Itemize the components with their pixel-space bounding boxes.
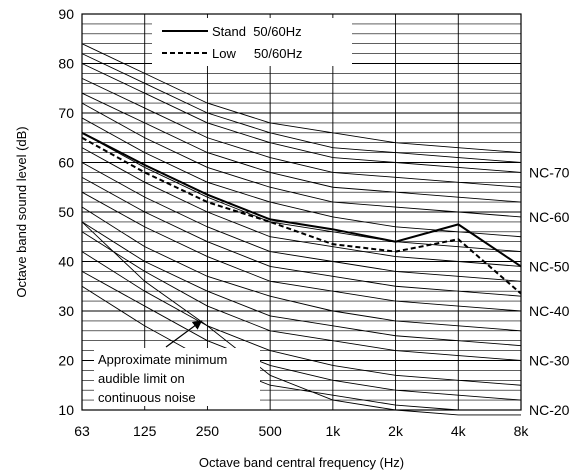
- nc-label: NC-20: [529, 402, 570, 418]
- x-tick-label: 500: [258, 423, 282, 439]
- legend-label-stand: Stand 50/60Hz: [212, 24, 302, 39]
- x-tick-label: 1k: [325, 423, 341, 439]
- nc-curve: [81, 53, 522, 163]
- nc-labels: NC-70 NC-60 NC-50 NC-40 NC-30 NC-20: [529, 164, 570, 418]
- y-tick-label: 10: [58, 402, 74, 418]
- y-tick-label: 20: [58, 353, 74, 369]
- y-tick-label: 80: [58, 56, 74, 72]
- nc-label: NC-70: [529, 164, 570, 180]
- nc-curve: [81, 231, 522, 361]
- nc-curve: [81, 162, 522, 282]
- annotation-line-1: Approximate minimum: [98, 352, 227, 367]
- y-tick-label: 70: [58, 105, 74, 121]
- x-tick-labels: 63 125 250 500 1k 2k 4k 8k: [74, 423, 529, 439]
- y-tick-label: 60: [58, 155, 74, 171]
- nc-label: NC-60: [529, 209, 570, 225]
- nc-curve: [81, 63, 522, 173]
- y-tick-labels: 10 20 30 40 50 60 70 80 90: [58, 6, 74, 418]
- y-tick-label: 30: [58, 303, 74, 319]
- annotation: Approximate minimum audible limit on con…: [94, 320, 260, 406]
- series-line-stand: [81, 131, 522, 268]
- nc-label: NC-50: [529, 258, 570, 274]
- x-tick-label: 125: [133, 423, 157, 439]
- x-tick-label: 8k: [514, 423, 530, 439]
- x-tick-label: 250: [196, 423, 220, 439]
- nc-curve: [81, 285, 521, 411]
- audible-limit-line: [81, 221, 521, 416]
- legend-background: [152, 18, 352, 66]
- nc-label: NC-30: [529, 353, 570, 369]
- nc-curve: [81, 147, 522, 267]
- series-layer: [81, 131, 522, 295]
- annotation-background: [94, 348, 260, 406]
- x-tick-label: 63: [74, 423, 90, 439]
- nc-curve: [81, 102, 522, 218]
- y-tick-label: 40: [58, 254, 74, 270]
- nc-curves: [81, 43, 522, 411]
- nc-curve: [81, 176, 522, 297]
- nc-curve: [81, 117, 522, 238]
- x-axis-title: Octave band central frequency (Hz): [199, 455, 404, 470]
- nc-curve: [81, 221, 522, 347]
- nc-curve: [81, 92, 522, 203]
- y-axis-title: Octave band sound level (dB): [14, 126, 29, 297]
- legend: Stand 50/60Hz Low 50/60Hz: [152, 18, 352, 66]
- nc-curve: [81, 132, 522, 253]
- x-tick-label: 2k: [388, 423, 404, 439]
- nc-curve: [81, 206, 522, 332]
- annotation-arrow: [165, 320, 203, 348]
- annotation-line-2: audible limit on: [98, 371, 185, 386]
- annotation-line-3: continuous noise: [98, 390, 196, 405]
- nc-curve: [81, 77, 522, 188]
- plot-frame: [81, 13, 522, 411]
- nc-label: NC-40: [529, 303, 570, 319]
- audible-limit-curve: [81, 221, 521, 416]
- nc-curve: [81, 251, 522, 386]
- legend-label-low: Low 50/60Hz: [212, 46, 302, 61]
- x-tick-label: 4k: [451, 423, 467, 439]
- y-tick-label: 90: [58, 6, 74, 22]
- nc-curve: [81, 43, 522, 154]
- nc-curve: [81, 191, 522, 312]
- y-tick-label: 50: [58, 204, 74, 220]
- nc-curve: [81, 271, 522, 401]
- series-line-low: [81, 136, 522, 295]
